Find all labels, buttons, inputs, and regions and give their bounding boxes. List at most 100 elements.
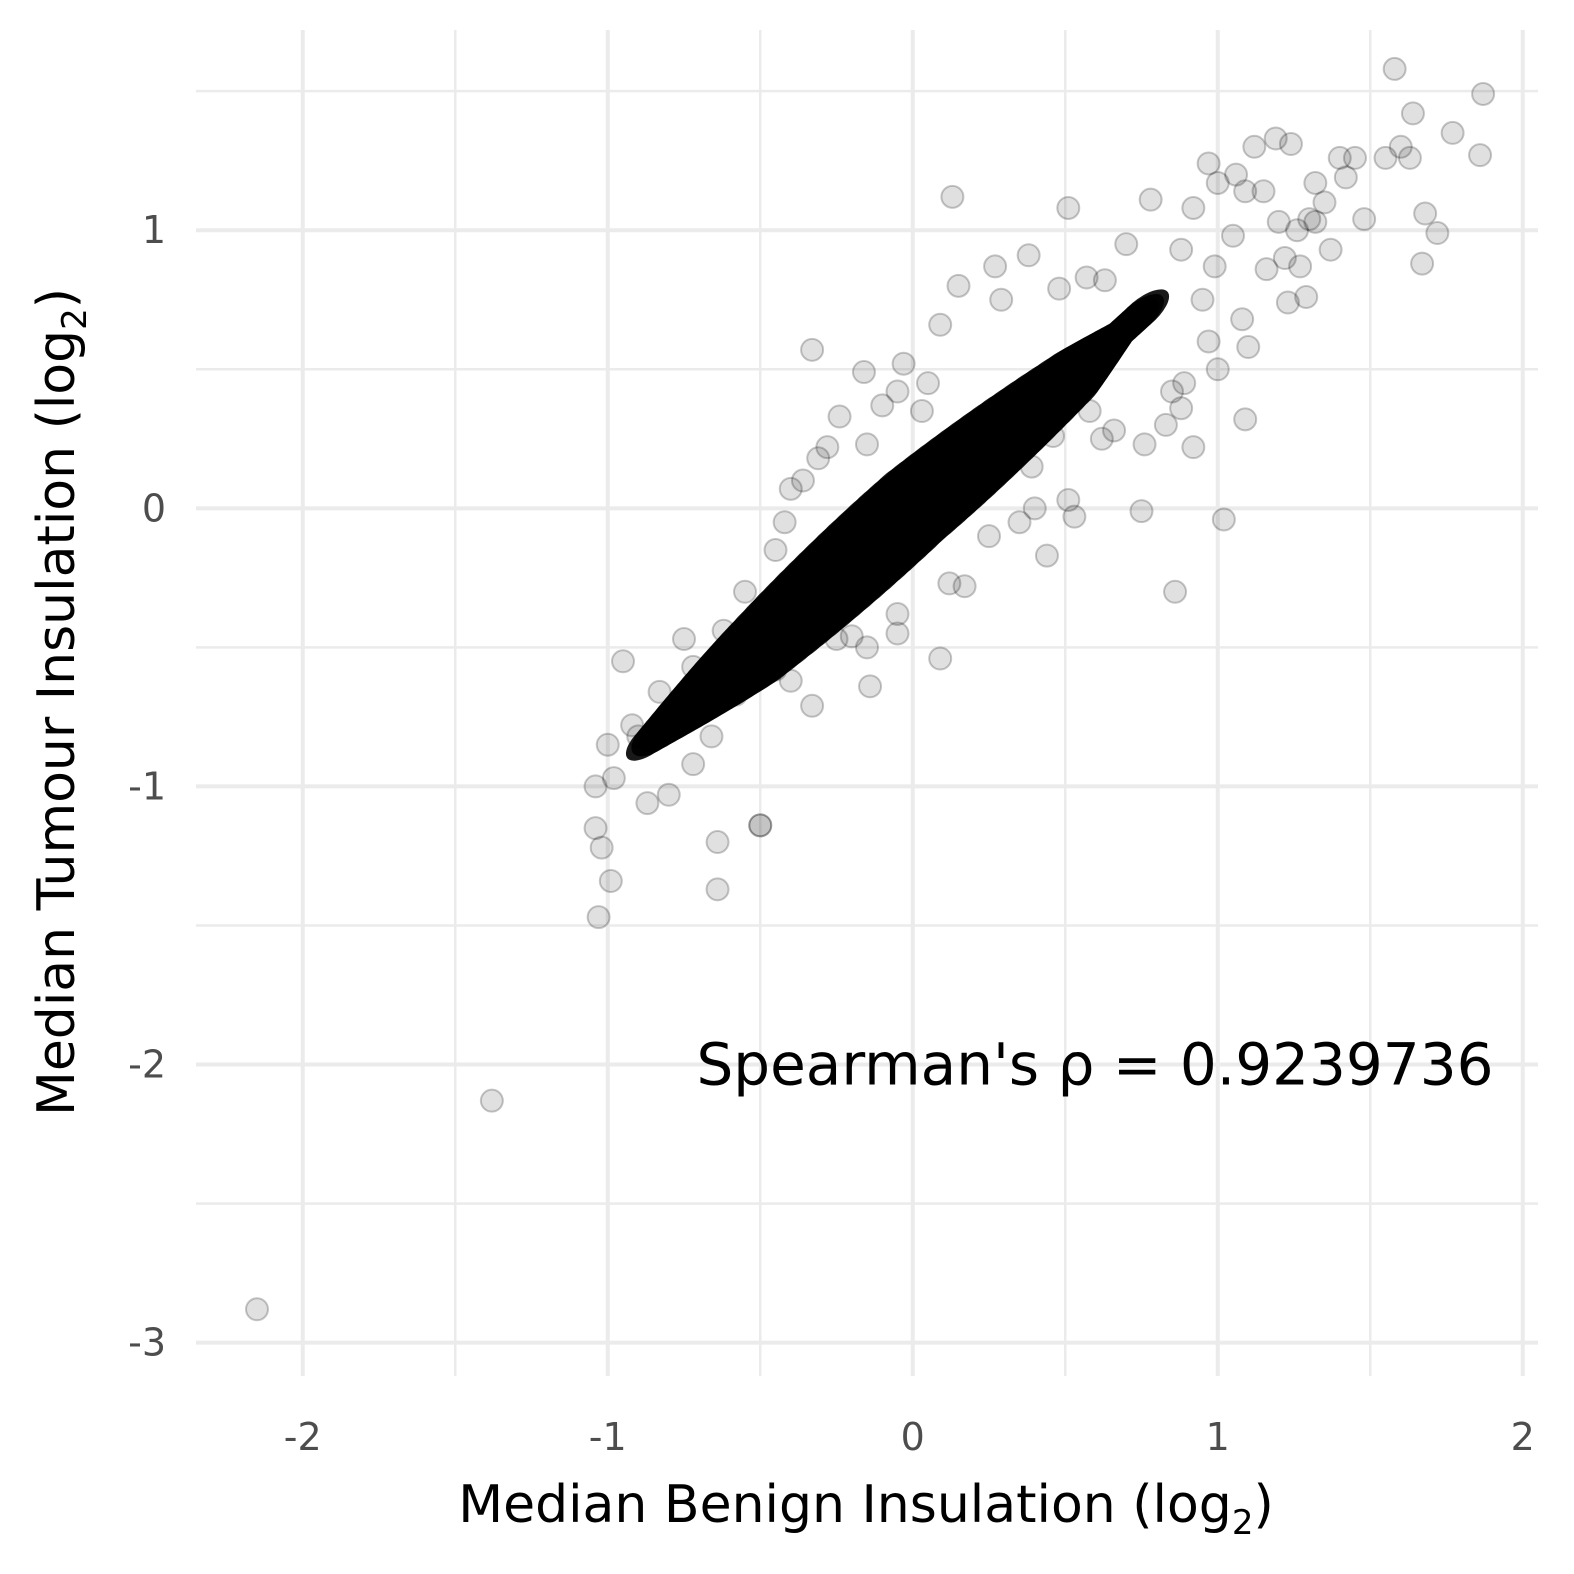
y-tick-label: -2 [128, 1043, 166, 1087]
data-point [1169, 237, 1194, 262]
x-tick-labels: -2 -1 0 1 2 [284, 1415, 1535, 1459]
data-point [763, 538, 788, 563]
data-point [855, 432, 879, 457]
data-point [885, 602, 910, 627]
y-tick-label: -3 [128, 1321, 166, 1365]
data-point [1089, 426, 1114, 451]
x-tick-label: 2 [1511, 1415, 1535, 1459]
y-tick-label: -1 [128, 764, 166, 808]
data-point [705, 830, 730, 855]
data-point [1163, 579, 1188, 604]
y-tick-label: 0 [142, 486, 166, 530]
data-point [1471, 81, 1496, 106]
data-point [1132, 432, 1157, 457]
data-point [733, 579, 757, 604]
data-point [891, 351, 916, 376]
data-point [928, 646, 953, 671]
data-point [1077, 398, 1102, 423]
data-point [1397, 145, 1422, 170]
data-point [1410, 251, 1435, 276]
data-point [1181, 435, 1206, 460]
data-point [885, 621, 910, 646]
data-point [1425, 221, 1450, 246]
data-point [1202, 254, 1227, 279]
data-point [1205, 357, 1230, 382]
data-point [1275, 290, 1300, 315]
spearman-annotation: Spearman's ρ = 0.9239736 [696, 1031, 1493, 1099]
data-point [870, 393, 895, 418]
data-point [824, 627, 849, 652]
data-point [827, 404, 852, 429]
data-point [1092, 268, 1117, 293]
data-point [245, 1297, 269, 1322]
data-point [1224, 162, 1249, 187]
data-point [1242, 134, 1267, 159]
y-tick-labels: -3 -2 -1 0 1 [128, 208, 166, 1364]
data-point [1333, 165, 1358, 190]
data-point [1233, 179, 1258, 204]
data-point [1016, 243, 1041, 268]
data-point [1352, 207, 1377, 232]
data-point [1074, 265, 1099, 290]
data-point [858, 674, 883, 699]
data-point [855, 635, 879, 660]
data-point [790, 468, 815, 493]
data-points [245, 56, 1496, 1322]
data-point [946, 273, 971, 298]
data-point [800, 693, 825, 718]
data-point [723, 682, 748, 707]
data-point [885, 379, 910, 404]
data-point [1440, 120, 1465, 145]
data-point [1211, 507, 1236, 532]
x-tick-label: 0 [901, 1415, 925, 1459]
data-point [851, 360, 876, 385]
data-point [940, 184, 965, 209]
data-point [989, 287, 1014, 312]
x-tick-label: -1 [589, 1415, 627, 1459]
data-point [778, 476, 803, 501]
data-point [977, 524, 1001, 549]
data-point [626, 724, 651, 749]
data-point [672, 627, 696, 652]
data-point [1373, 145, 1398, 170]
data-point [1160, 379, 1184, 404]
data-point [479, 1088, 504, 1113]
data-point [1263, 126, 1288, 151]
data-point [586, 905, 611, 930]
data-point [806, 446, 831, 471]
data-point [583, 774, 608, 799]
data-point [916, 371, 940, 396]
data-point [1382, 56, 1407, 81]
data-point [778, 668, 803, 693]
data-point [1318, 237, 1343, 262]
data-point [1312, 190, 1337, 215]
data-point [1413, 201, 1438, 226]
data-point [1294, 284, 1319, 309]
data-point [1190, 287, 1215, 312]
data-point [1254, 257, 1279, 282]
data-point [1169, 396, 1194, 421]
data-point [1019, 454, 1044, 479]
data-point [909, 398, 934, 423]
data-point [1230, 307, 1255, 332]
data-point [1251, 179, 1276, 204]
data-point [1205, 170, 1230, 195]
data-point [772, 510, 797, 535]
dense-point-band [625, 289, 1170, 761]
data-point [1303, 209, 1328, 234]
data-point [1303, 170, 1328, 195]
data-point [598, 868, 623, 893]
data-point [1034, 543, 1059, 568]
y-tick-label: 1 [142, 208, 166, 252]
y-axis-title: Median Tumour Insulation (log2) [27, 288, 95, 1116]
data-point [1196, 329, 1221, 354]
data-point [1343, 145, 1367, 170]
data-point [1388, 134, 1413, 159]
data-point [1272, 246, 1297, 271]
x-tick-label: 1 [1206, 1415, 1230, 1459]
minor-gridlines [196, 30, 1538, 1376]
data-point [748, 813, 773, 838]
data-point [595, 732, 620, 757]
data-point [681, 654, 706, 679]
